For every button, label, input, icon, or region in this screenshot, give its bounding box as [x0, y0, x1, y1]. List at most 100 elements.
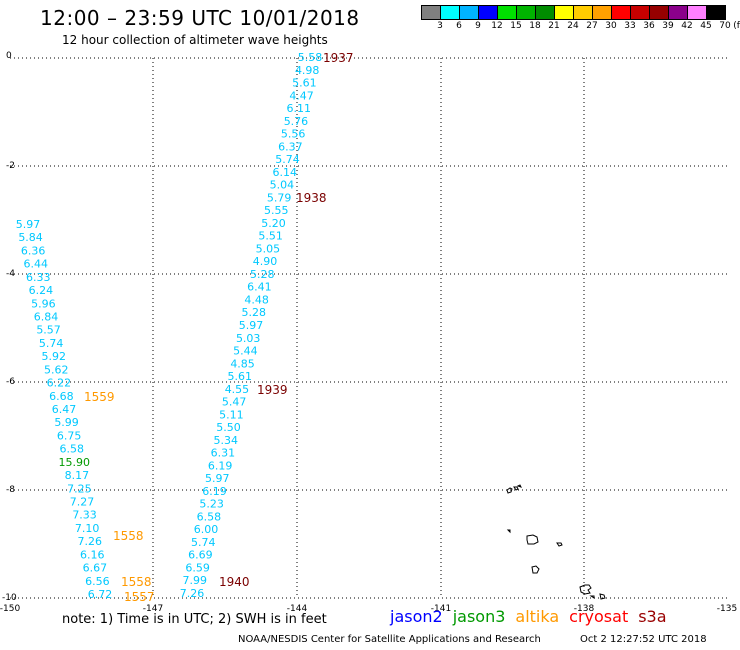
- wave-height-value: 5.99: [54, 416, 79, 429]
- footnote: note: 1) Time is in UTC; 2) SWH is in fe…: [62, 612, 327, 627]
- wave-height-value: 4.55: [225, 383, 250, 396]
- island-outline: [556, 542, 563, 547]
- scale-swatch: [706, 5, 726, 20]
- wave-height-value: 5.79: [267, 191, 292, 204]
- wave-height-value: 6.33: [26, 271, 51, 284]
- wave-height-value: 6.19: [202, 485, 227, 498]
- wave-height-value: 5.03: [236, 332, 261, 345]
- wave-height-value: 6.44: [23, 258, 48, 271]
- island-outline: [579, 584, 592, 595]
- x-tick-label: -135: [717, 604, 737, 614]
- x-tick-label: -141: [431, 604, 451, 614]
- wave-height-value: 4.47: [289, 89, 314, 102]
- wave-height-value: 5.55: [264, 204, 289, 217]
- satellite-legend-entry: jason3: [452, 607, 506, 626]
- time-label: 1559: [84, 390, 115, 404]
- island-outline: [513, 486, 519, 491]
- wave-height-value: 5.28: [242, 306, 267, 319]
- wave-height-value: 6.00: [194, 523, 219, 536]
- x-tick-label: -144: [287, 604, 308, 614]
- wave-height-value: 6.47: [52, 403, 77, 416]
- wave-height-value: 6.16: [80, 548, 105, 561]
- wave-height-value: 7.27: [70, 496, 95, 509]
- wave-height-value: 5.51: [258, 230, 283, 243]
- credit-line: NOAA/NESDIS Center for Satellite Applica…: [238, 634, 541, 645]
- x-tick-label: -150: [0, 604, 20, 614]
- satellite-legend: jason2 jason3 altika cryosat s3a: [390, 607, 677, 626]
- y-tick-label: -2: [6, 161, 15, 171]
- wave-height-value: 5.11: [219, 408, 244, 421]
- wave-height-value: 5.97: [239, 319, 264, 332]
- wave-height-value: 4.98: [295, 64, 320, 77]
- island-outline: [531, 565, 540, 574]
- satellite-legend-entry: s3a: [638, 607, 667, 626]
- satellite-legend-entry: jason2: [390, 607, 443, 626]
- wave-height-value: 7.10: [75, 522, 100, 535]
- scale-label: 12: [491, 21, 503, 31]
- time-label: 1558: [121, 575, 152, 589]
- scale-label: 24: [567, 21, 579, 31]
- scale-label: 6: [456, 21, 462, 31]
- wave-height-value: 6.36: [21, 244, 46, 257]
- wave-height-value: 5.74: [191, 536, 216, 549]
- wave-height-value: 5.97: [205, 472, 230, 485]
- satellite-legend-entry: altika: [515, 607, 560, 626]
- generation-timestamp: Oct 2 12:27:52 UTC 2018: [580, 634, 707, 645]
- scale-label: 27: [586, 21, 598, 31]
- scale-label: 70: [719, 21, 731, 31]
- wave-height-value: 5.50: [216, 421, 241, 434]
- x-tick-label: -147: [143, 604, 163, 614]
- scale-label: 15: [510, 21, 522, 31]
- island-outline: [589, 595, 595, 599]
- time-label: 1558: [113, 529, 144, 543]
- wave-height-value: 6.84: [34, 311, 59, 324]
- wave-height-value: 5.28: [250, 268, 275, 281]
- wave-height-value: 5.57: [36, 324, 61, 337]
- wave-height-value: 5.76: [284, 115, 309, 128]
- wave-height-value: 6.68: [49, 390, 74, 403]
- wave-height-value: 6.58: [59, 443, 84, 456]
- y-tick-label: -8: [6, 485, 15, 495]
- x-tick-label: -138: [574, 604, 595, 614]
- wave-height-value: 6.41: [247, 281, 272, 294]
- wave-height-value: 5.47: [222, 396, 247, 409]
- wave-height-value: 7.99: [183, 574, 208, 587]
- wave-height-value: 6.58: [197, 510, 222, 523]
- wave-height-value: 4.85: [230, 357, 255, 370]
- wave-height-value: 8.17: [65, 469, 90, 482]
- y-tick-label: -6: [6, 377, 15, 387]
- scale-label: 18: [529, 21, 541, 31]
- wave-height-value: 5.04: [270, 179, 295, 192]
- time-label: 1938: [296, 191, 327, 205]
- wave-height-value: 5.74: [39, 337, 64, 350]
- wave-height-value: 5.61: [292, 77, 317, 90]
- island-outline: [599, 593, 606, 600]
- wave-height-value: 6.56: [85, 575, 110, 588]
- wave-height-value: 5.34: [213, 434, 238, 447]
- wave-height-value: 5.62: [44, 363, 69, 376]
- y-tick-label: -10: [2, 593, 17, 603]
- wave-height-value: 6.72: [88, 588, 113, 601]
- wave-height-value: 7.26: [180, 587, 205, 600]
- wave-height-value: 15.90: [59, 456, 91, 469]
- scale-label: 42: [681, 21, 693, 31]
- wave-height-value: 5.97: [16, 218, 41, 231]
- wave-height-value: 6.75: [57, 429, 82, 442]
- y-tick-label: -4: [6, 269, 15, 279]
- scale-label: 21: [548, 21, 560, 31]
- wave-height-value: 5.05: [256, 242, 281, 255]
- island-outline: [506, 529, 511, 534]
- wave-height-value: 6.59: [185, 561, 210, 574]
- island-outline: [506, 487, 513, 494]
- wave-height-value: 7.33: [72, 509, 97, 522]
- wave-height-value: 6.22: [47, 377, 72, 390]
- wave-height-value: 6.11: [287, 102, 312, 115]
- scale-label: 9: [475, 21, 481, 31]
- time-label: 1940: [219, 575, 250, 589]
- wave-height-value: 6.24: [29, 284, 54, 297]
- wave-height-value: 5.20: [261, 217, 286, 230]
- wave-height-value: 5.58: [298, 51, 323, 64]
- scale-label: 33: [624, 21, 636, 31]
